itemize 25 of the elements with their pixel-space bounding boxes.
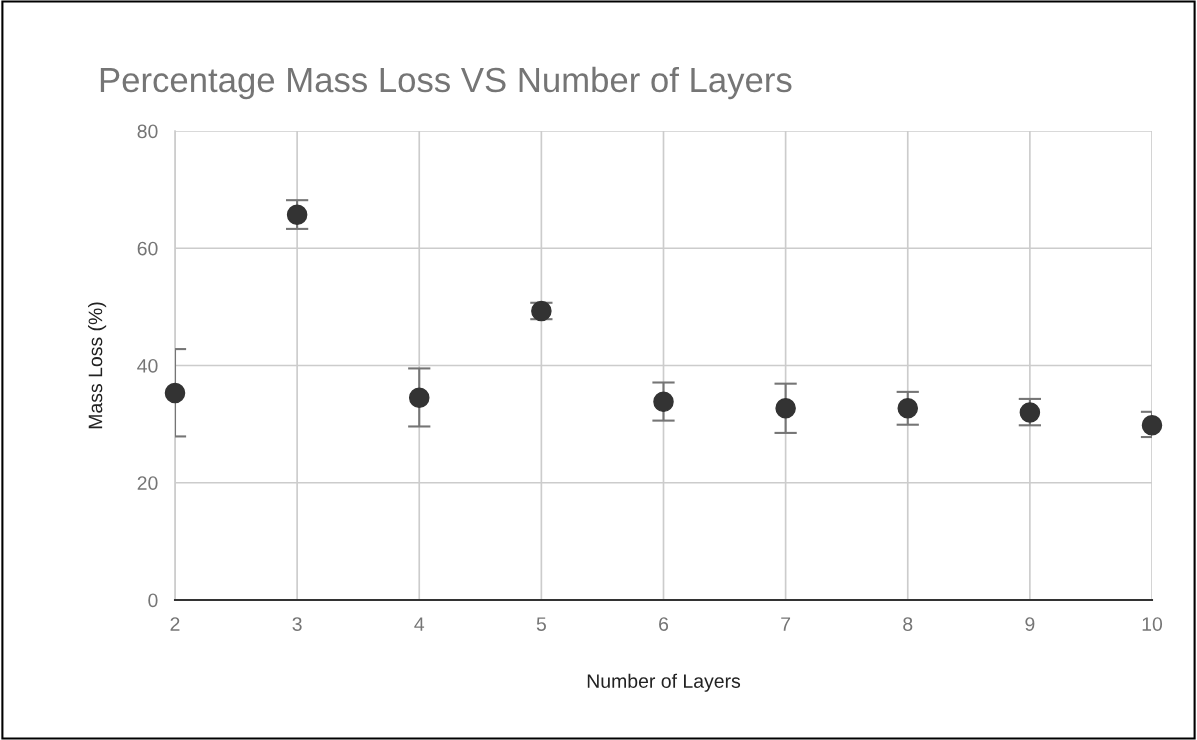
x-axis-title: Number of Layers: [587, 673, 741, 692]
point: [408, 387, 430, 409]
y-axis-title: Mass Loss (%): [88, 302, 107, 429]
x-tick-label: 5: [536, 617, 546, 631]
point: [653, 391, 674, 413]
y-tick-label: 0: [148, 593, 158, 608]
x-tick-label: 6: [659, 617, 669, 631]
y-tick-label: 80: [137, 124, 158, 139]
point: [1141, 415, 1163, 436]
point: [775, 398, 796, 419]
x-tick-label: 7: [781, 617, 791, 631]
point: [1019, 402, 1041, 423]
point: [164, 382, 186, 404]
y-tick-label: 40: [137, 358, 158, 373]
chart-title: Percentage Mass Loss VS Number of Layers: [100, 66, 792, 100]
x-tick-label: 8: [903, 617, 913, 631]
x-tick-label: 4: [414, 617, 425, 631]
y-tick-label: 20: [137, 476, 158, 490]
x-tick-label: 10: [1142, 617, 1163, 631]
point: [286, 204, 308, 226]
y-tick-label: 60: [137, 241, 158, 256]
x-tick-label: 2: [170, 617, 180, 631]
x-tick-label: 9: [1025, 617, 1035, 631]
x-tick-label: 3: [292, 617, 302, 631]
point: [897, 398, 919, 419]
